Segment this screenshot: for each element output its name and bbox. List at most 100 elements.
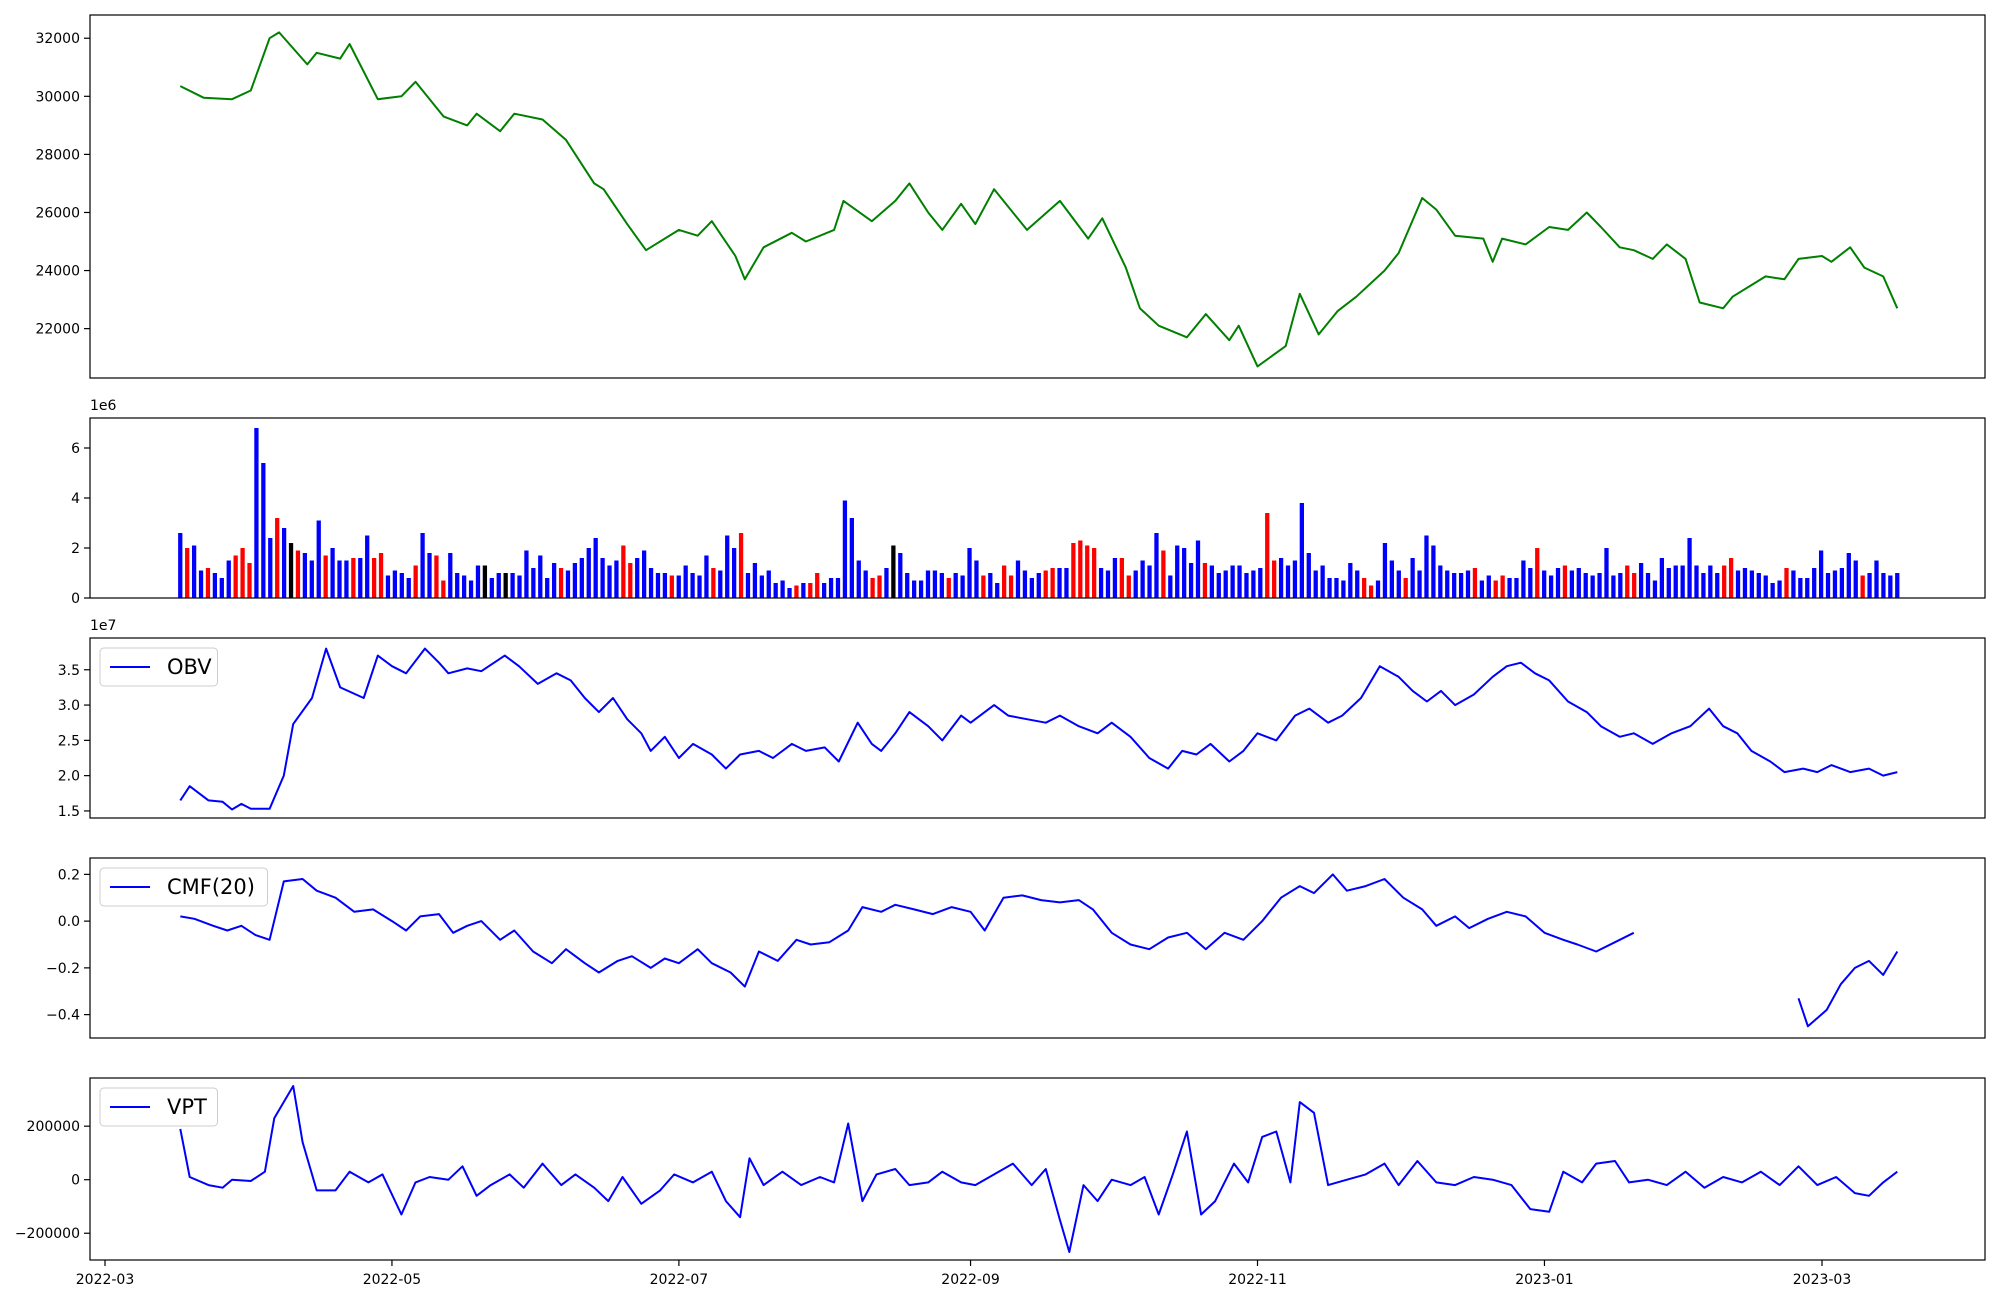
cmf-series-line <box>1797 950 1899 1028</box>
volume-bar <box>1362 578 1367 598</box>
volume-bar <box>912 580 917 598</box>
volume-bar <box>558 568 564 598</box>
volume-bar <box>1147 565 1152 598</box>
volume-bar <box>1507 578 1512 598</box>
volume-bar <box>337 560 342 598</box>
volume-bar <box>1881 573 1886 598</box>
cmf-legend-box <box>99 867 268 907</box>
volume-bar <box>1465 570 1471 598</box>
volume-bar <box>240 548 245 598</box>
volume-bar <box>1638 563 1644 598</box>
volume-bar <box>1278 558 1284 598</box>
volume-bar <box>275 518 280 598</box>
volume-bar <box>842 500 848 598</box>
volume-bar <box>1424 535 1429 598</box>
volume-bar <box>302 553 308 598</box>
volume-bar <box>1652 580 1658 598</box>
volume-bar <box>1092 548 1097 598</box>
volume-bar <box>621 545 626 598</box>
volume-bar <box>967 548 972 598</box>
volume-bar <box>628 563 633 598</box>
volume-bar <box>988 573 993 598</box>
volume-bar <box>1659 558 1665 598</box>
volume-bar <box>406 578 411 598</box>
cmf-ytick-label: −0.2 <box>46 961 80 977</box>
volume-bar <box>1590 575 1595 598</box>
volume-bar <box>849 518 854 598</box>
volume-bar <box>178 533 183 598</box>
volume-bar <box>531 568 536 598</box>
volume-bar <box>1818 550 1824 598</box>
volume-bar <box>759 575 764 598</box>
volume-bar <box>1133 570 1138 598</box>
volume-bar <box>1645 573 1651 598</box>
volume-bar <box>1486 575 1491 598</box>
volume-bar <box>1057 568 1062 598</box>
volume-bar <box>1846 553 1851 598</box>
volume-bar <box>697 575 702 598</box>
volume-bar <box>1327 578 1332 598</box>
volume-bar <box>828 578 834 598</box>
volume-bar <box>1036 573 1041 598</box>
volume-bar <box>1548 575 1554 598</box>
volume-bar <box>1860 575 1865 598</box>
volume-bar <box>351 558 356 598</box>
volume-bar <box>1479 580 1485 598</box>
volume-bar <box>1403 578 1408 598</box>
volume-bar <box>185 548 190 598</box>
volume-bar <box>1749 570 1755 598</box>
volume-bar <box>1805 578 1810 598</box>
xtick-label: 2022-09 <box>941 1272 1000 1288</box>
volume-bar <box>1798 578 1803 598</box>
volume-bar <box>960 575 965 598</box>
volume-bar <box>655 573 661 598</box>
vpt-legend-box <box>99 1087 218 1127</box>
volume-bar <box>1555 568 1561 598</box>
volume-bar <box>766 570 771 598</box>
volume-bar <box>1320 565 1325 598</box>
volume-bar <box>835 578 841 598</box>
volume-ytick-label: 2 <box>71 541 80 557</box>
volume-bar <box>1202 563 1208 598</box>
volume-bar <box>496 573 501 598</box>
volume-bar <box>1182 548 1187 598</box>
volume-bar <box>711 568 716 598</box>
volume-bar <box>226 560 231 598</box>
volume-bar <box>718 570 723 598</box>
volume-bar <box>1493 580 1498 598</box>
volume-bar <box>1694 565 1699 598</box>
xtick-label: 2022-03 <box>76 1272 135 1288</box>
volume-bar <box>371 558 377 598</box>
volume-bar <box>316 520 321 598</box>
volume-bar <box>503 573 508 598</box>
volume-bar <box>344 560 349 598</box>
volume-frame <box>89 417 1986 599</box>
obv-ytick-label: 2.5 <box>58 733 80 749</box>
volume-ytick-label: 4 <box>71 491 80 507</box>
volume-offset-label: 1e6 <box>90 398 117 414</box>
volume-bar <box>1043 570 1048 598</box>
volume-bar <box>551 563 557 598</box>
price-frame <box>89 14 1986 379</box>
volume-bar <box>1188 563 1194 598</box>
volume-ytick-label: 6 <box>71 441 80 457</box>
volume-bar <box>1514 578 1519 598</box>
volume-bar <box>1825 573 1831 598</box>
volume-bar <box>1126 575 1131 598</box>
xtick-label: 2023-01 <box>1515 1272 1574 1288</box>
volume-bar <box>1812 568 1817 598</box>
vpt-ytick-label: 0 <box>71 1173 80 1189</box>
volume-bar <box>1313 570 1318 598</box>
cmf-panel: −0.4 −0.2 0.0 0.2 CMF(20) <box>46 857 1986 1039</box>
volume-bar <box>1223 570 1228 598</box>
volume-bar <box>877 575 882 598</box>
volume-bar <box>1306 553 1311 598</box>
volume-bar <box>378 553 384 598</box>
vpt-legend: VPT <box>99 1087 218 1127</box>
volume-bar <box>288 543 294 598</box>
cmf-legend-label: CMF(20) <box>167 875 255 899</box>
price-ytick-label: 24000 <box>35 264 80 280</box>
volume-bar <box>815 573 820 598</box>
volume-bar <box>1874 560 1879 598</box>
